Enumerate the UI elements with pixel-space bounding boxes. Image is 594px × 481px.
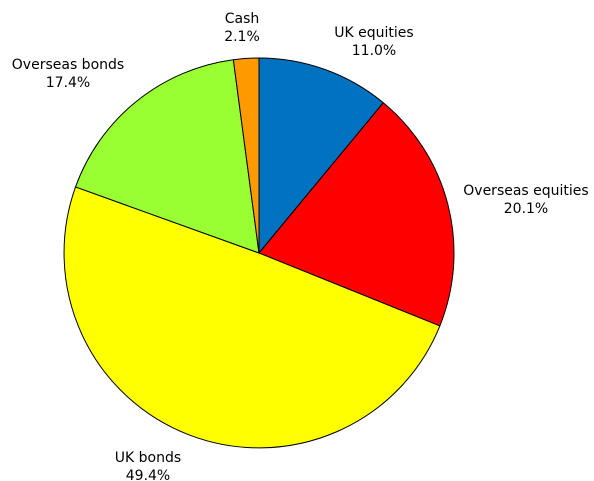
pie-slice-uk-equities: [258, 57, 384, 254]
pie-labels: UK equities 11.0% Overseas equities 20.1% UK…: [12, 11, 589, 481]
slice-label-overseas-equities: Overseas equities 20.1%: [463, 183, 588, 217]
slice-label-name: Overseas bonds: [12, 57, 124, 73]
pie-slice-uk-bonds: [63, 186, 441, 449]
pie-slice-cash: [232, 57, 260, 254]
slice-label-uk-equities: UK equities 11.0%: [334, 25, 413, 59]
slice-label-name: Cash: [225, 11, 260, 27]
slice-label-percent: 49.4%: [126, 468, 170, 481]
slice-label-percent: 2.1%: [224, 29, 260, 45]
slice-label-uk-bonds: UK bonds 49.4%: [115, 450, 181, 481]
pie-slices: [63, 57, 455, 449]
slice-label-name: Overseas equities: [463, 183, 588, 199]
slice-label-overseas-bonds: Overseas bonds 17.4%: [12, 57, 124, 91]
slice-label-name: UK equities: [334, 25, 413, 41]
pie-slice-overseas-bonds: [75, 59, 260, 254]
slice-label-cash: Cash 2.1%: [224, 11, 260, 45]
slice-label-percent: 11.0%: [352, 43, 396, 59]
slice-label-percent: 17.4%: [46, 75, 90, 91]
slice-label-percent: 20.1%: [504, 201, 548, 217]
slice-label-name: UK bonds: [115, 450, 181, 466]
pie-slice-overseas-equities: [258, 102, 455, 327]
